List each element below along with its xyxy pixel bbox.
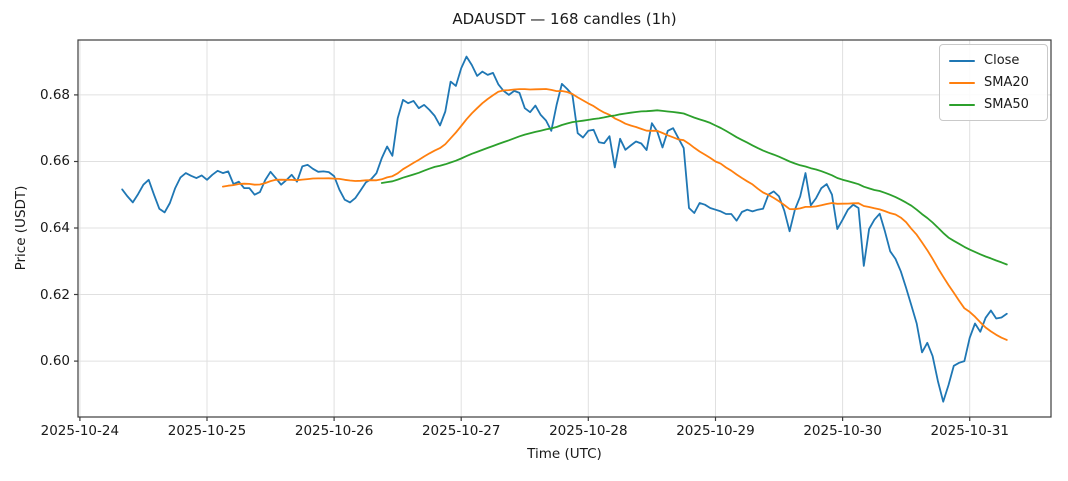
y-tick-label: 0.62 <box>39 286 70 303</box>
x-axis-label: Time (UTC) <box>527 446 602 462</box>
sma20-line-swatch <box>949 81 975 84</box>
y-tick-label: 0.66 <box>39 153 70 170</box>
legend-label-close: Close <box>984 53 1020 68</box>
x-tick-label: 2025-10-24 <box>40 423 120 439</box>
legend-label-sma50: SMA50 <box>984 97 1029 112</box>
x-tick-label: 2025-10-31 <box>930 423 1009 439</box>
legend: Close SMA20 SMA50 <box>939 44 1048 121</box>
x-tick-label: 2025-10-26 <box>294 423 374 439</box>
legend-item-close: Close <box>949 53 1037 68</box>
x-tick-label: 2025-10-25 <box>167 423 247 439</box>
y-tick-label: 0.64 <box>39 220 70 236</box>
x-tick-label: 2025-10-30 <box>803 423 882 439</box>
sma50-line-swatch <box>949 103 975 106</box>
legend-label-sma20: SMA20 <box>984 75 1029 90</box>
y-tick-label: 0.60 <box>39 353 70 370</box>
legend-item-sma20: SMA20 <box>949 75 1037 90</box>
close-line-swatch <box>949 59 975 62</box>
chart-title: ADAUSDT — 168 candles (1h) <box>452 10 677 28</box>
legend-item-sma50: SMA50 <box>949 97 1037 112</box>
x-tick-label: 2025-10-28 <box>549 423 628 439</box>
x-tick-label: 2025-10-27 <box>421 423 501 439</box>
y-tick-label: 0.68 <box>39 86 70 103</box>
x-tick-label: 2025-10-29 <box>676 423 755 439</box>
